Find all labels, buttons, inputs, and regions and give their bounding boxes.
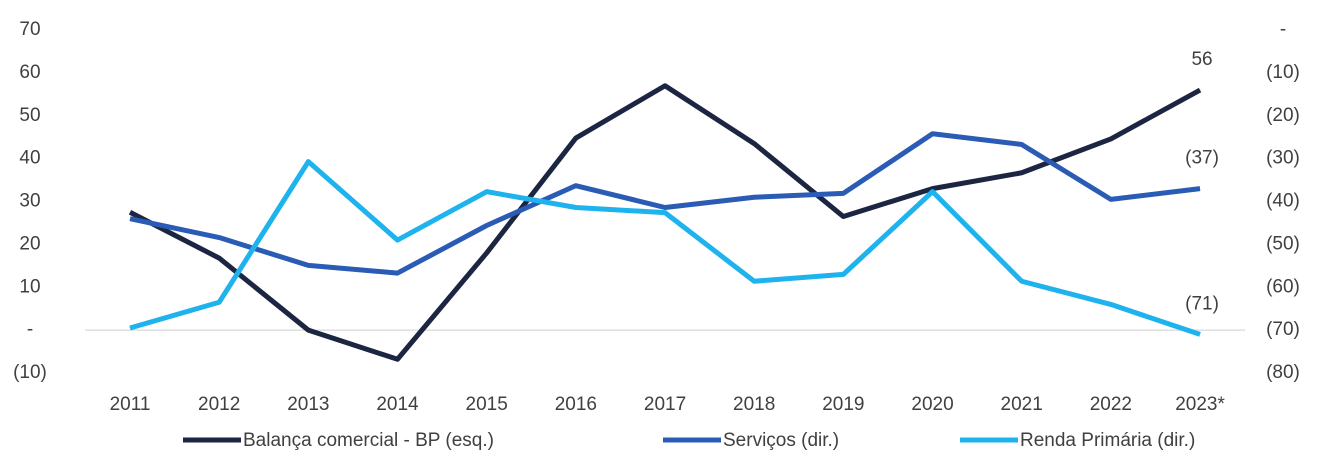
x-tick-label: 2017 <box>644 394 686 415</box>
y2-tick-label: (10) <box>1266 62 1300 83</box>
data-label: 56 <box>1191 49 1212 70</box>
series-line <box>128 83 1202 362</box>
y-tick-label: 30 <box>19 191 40 212</box>
y2-tick-label: - <box>1280 19 1286 40</box>
x-tick-label: 2023* <box>1175 394 1225 415</box>
x-tick-label: 2011 <box>110 394 151 415</box>
y-tick-label: 10 <box>19 276 40 297</box>
y2-tick-label: (70) <box>1266 319 1300 340</box>
legend-label: Serviços (dir.) <box>723 430 839 451</box>
y-tick-label: 40 <box>19 148 40 169</box>
x-tick-label: 2015 <box>466 394 508 415</box>
y-tick-label: - <box>27 319 33 340</box>
y2-tick-label: (30) <box>1266 148 1300 169</box>
data-label: (71) <box>1185 293 1219 314</box>
x-tick-label: 2014 <box>376 394 419 415</box>
x-tick-label: 2013 <box>287 394 329 415</box>
data-label: (37) <box>1185 148 1219 169</box>
y-tick-label: 20 <box>19 233 40 254</box>
x-tick-label: 2020 <box>911 394 953 415</box>
y2-tick-label: (50) <box>1266 233 1300 254</box>
x-tick-label: 2021 <box>1001 394 1043 415</box>
y2-tick-label: (60) <box>1266 276 1300 297</box>
y-tick-label: 70 <box>19 19 40 40</box>
x-tick-label: 2012 <box>198 394 240 415</box>
y2-tick-label: (80) <box>1266 362 1300 383</box>
y-tick-label: 50 <box>19 105 40 126</box>
y2-tick-label: (20) <box>1266 105 1300 126</box>
y2-tick-label: (40) <box>1266 191 1300 212</box>
series-line <box>129 159 1201 337</box>
x-tick-label: 2022 <box>1090 394 1132 415</box>
x-tick-label: 2016 <box>555 394 597 415</box>
x-tick-label: 2018 <box>733 394 775 415</box>
legend-label: Renda Primária (dir.) <box>1020 430 1195 451</box>
y-tick-label: 60 <box>19 62 40 83</box>
y-tick-label: (10) <box>13 362 47 383</box>
legend-label: Balança comercial - BP (esq.) <box>243 430 494 451</box>
series-line <box>129 131 1201 276</box>
x-tick-label: 2019 <box>822 394 864 415</box>
